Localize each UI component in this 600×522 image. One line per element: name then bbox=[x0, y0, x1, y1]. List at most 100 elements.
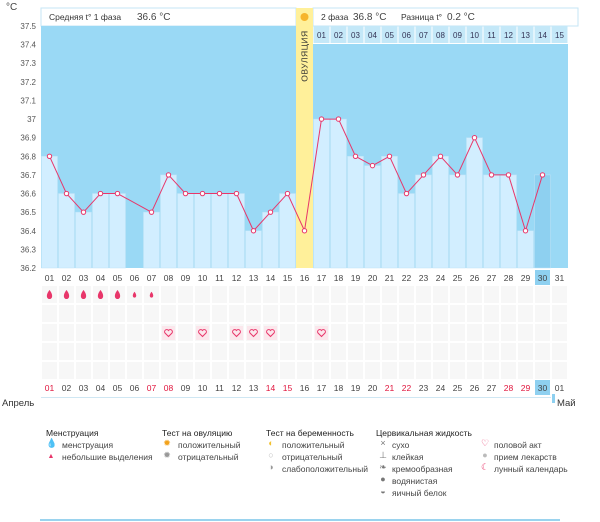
symptom-cell bbox=[484, 305, 499, 322]
heart-icon bbox=[317, 329, 326, 338]
symptom-cell bbox=[535, 286, 550, 303]
bottom-day-label: 12 bbox=[232, 383, 242, 393]
month-divider bbox=[41, 397, 551, 398]
temperature-bar bbox=[415, 174, 432, 269]
temperature-line-segment bbox=[440, 155, 458, 176]
legend-cervical-dry: сухо bbox=[392, 440, 410, 450]
symptom-cell bbox=[348, 286, 363, 303]
x-tick-label: 06 bbox=[130, 273, 140, 283]
pregtest-negative-icon: ○ bbox=[268, 450, 274, 460]
phase2-day-label: 15 bbox=[555, 31, 564, 40]
symptom-cell bbox=[144, 324, 159, 341]
bottom-day-label: 29 bbox=[521, 383, 531, 393]
temperature-point bbox=[505, 172, 512, 178]
phase2-day-cell bbox=[449, 26, 466, 43]
temperature-point bbox=[97, 190, 104, 197]
symptom-cell bbox=[501, 324, 516, 341]
phase2-day-label: 10 bbox=[470, 31, 479, 40]
symptom-cell bbox=[76, 343, 91, 360]
symptom-cell bbox=[467, 324, 482, 341]
symptom-cell bbox=[280, 324, 295, 341]
x-tick-label: 19 bbox=[351, 273, 361, 283]
symptom-cell bbox=[246, 343, 261, 360]
bottom-day-label: 28 bbox=[504, 383, 514, 393]
temperature-bar bbox=[466, 137, 483, 269]
bottom-day-label: 13 bbox=[249, 383, 259, 393]
symptom-cell bbox=[161, 305, 176, 322]
symptom-cell bbox=[297, 286, 312, 303]
menstruation-drop-icon bbox=[149, 291, 154, 298]
temperature-line-segment bbox=[338, 118, 356, 157]
symptom-cell bbox=[314, 305, 329, 322]
temperature-point bbox=[46, 153, 53, 160]
temperature-bar bbox=[432, 156, 449, 269]
legend-spotting-item: небольшие выделения bbox=[62, 452, 153, 462]
intercourse-cell bbox=[264, 326, 277, 340]
bottom-day-label: 04 bbox=[96, 383, 106, 393]
phase2-day-label: 03 bbox=[351, 31, 360, 40]
temperature-point bbox=[437, 153, 444, 160]
phase2-day-cell bbox=[415, 26, 432, 43]
temperature-line-segment bbox=[355, 155, 373, 167]
symptom-cell bbox=[297, 362, 312, 379]
ovulation-label: ОВУЛЯЦИЯ bbox=[300, 30, 310, 81]
y-tick-label: 36.4 bbox=[20, 227, 36, 236]
temperature-point bbox=[454, 172, 461, 178]
phase2-day-label: 05 bbox=[385, 31, 394, 40]
symptom-cell bbox=[178, 305, 193, 322]
symptom-cell bbox=[433, 343, 448, 360]
symptom-cell bbox=[331, 324, 346, 341]
symptom-cell bbox=[59, 324, 74, 341]
x-tick-label: 04 bbox=[96, 273, 106, 283]
sun-negative-icon: ✹ bbox=[163, 450, 171, 460]
temperature-point bbox=[369, 162, 376, 169]
x-tick-label: 12 bbox=[232, 273, 242, 283]
temperature-bar bbox=[330, 118, 347, 269]
symptom-cell bbox=[348, 362, 363, 379]
x-tick-label: 18 bbox=[334, 273, 344, 283]
symptom-cell bbox=[382, 305, 397, 322]
diff-value: 0.2 °C bbox=[447, 12, 475, 23]
symptom-cell bbox=[212, 324, 227, 341]
y-tick-label: 37.5 bbox=[20, 22, 36, 31]
symptom-cell bbox=[229, 305, 244, 322]
symptom-cell bbox=[535, 324, 550, 341]
temperature-line-segment bbox=[253, 211, 271, 232]
temperature-line-segment bbox=[117, 193, 152, 213]
symptom-cell bbox=[212, 362, 227, 379]
x-tick-label: 02 bbox=[62, 273, 72, 283]
temperature-chart: 01 02 03 04 05 06 07 08 09 10 11 12 13 14 15 ОВУЛЯЦИЯ Ср… bbox=[2, 2, 579, 409]
symptom-cell bbox=[552, 343, 567, 360]
x-tick-label: 08 bbox=[164, 273, 174, 283]
x-tick-label: 31 bbox=[555, 273, 565, 283]
symptom-cell bbox=[246, 286, 261, 303]
phase2-day-cell bbox=[466, 26, 483, 43]
temperature-point bbox=[522, 228, 529, 234]
dry-icon: × bbox=[380, 438, 386, 448]
phase1-avg-value: 36.6 °C bbox=[137, 12, 170, 23]
legend-ovtest-positive: положительный bbox=[178, 440, 241, 450]
symptom-cell bbox=[144, 343, 159, 360]
temperature-bar bbox=[41, 156, 58, 269]
symptom-cell bbox=[399, 343, 414, 360]
drop-icon: 💧 bbox=[46, 438, 58, 448]
symptom-cell bbox=[93, 324, 108, 341]
menstruation-drop-icon bbox=[97, 290, 104, 299]
temperature-line-segment bbox=[508, 174, 526, 231]
menstruation-drop-icon bbox=[46, 290, 53, 299]
heart-icon bbox=[249, 329, 258, 338]
temperature-bar bbox=[92, 193, 109, 269]
symptom-cell bbox=[450, 324, 465, 341]
symptom-cell bbox=[365, 305, 380, 322]
x-tick-label: 21 bbox=[385, 273, 395, 283]
temperature-point bbox=[233, 190, 240, 197]
symptom-cell bbox=[127, 324, 142, 341]
menstruation-drop-icon bbox=[132, 291, 137, 298]
symptom-cell bbox=[552, 324, 567, 341]
bottom-day-label: 02 bbox=[62, 383, 72, 393]
phase2-avg-value: 36.8 °C bbox=[353, 12, 386, 23]
y-tick-label: 36.9 bbox=[20, 134, 36, 143]
bottom-day-label: 24 bbox=[436, 383, 446, 393]
temperature-bar bbox=[398, 193, 415, 269]
bottom-day-label: 21 bbox=[385, 383, 395, 393]
